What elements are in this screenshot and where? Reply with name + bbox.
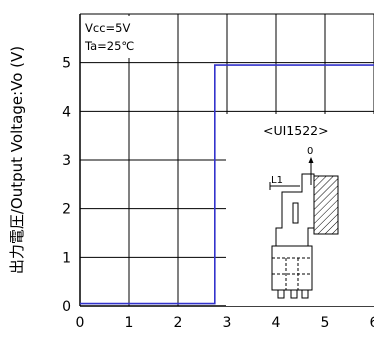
y-tick-label: 2 (62, 202, 71, 218)
series-layer (80, 64, 374, 305)
inset-dimension-label: L1 (271, 175, 283, 186)
inset-arrow-head-icon (308, 157, 314, 163)
inset-actuator (313, 175, 339, 235)
conditions-box-bg (81, 16, 175, 58)
inset-sensor-pin-2 (290, 289, 298, 299)
inset-arrow-label: 0 (307, 146, 313, 157)
inset-sensor-pin-1 (277, 289, 285, 299)
sensor-inset: <UI1522> 0 L1 (226, 114, 374, 306)
series-line (80, 64, 374, 305)
x-tick-label: 2 (174, 315, 183, 331)
y-tick-label: 1 (62, 250, 71, 266)
y-tick-label: 3 (62, 153, 71, 169)
inset-sensor-body (275, 173, 315, 247)
inset-model-label: <UI1522> (263, 123, 329, 138)
y-tick-label: 5 (62, 56, 71, 72)
y-axis-title: 出力電圧/Output Voltage:Vo (V) (8, 46, 26, 274)
inset-sensor-slot (292, 202, 299, 224)
x-tick-label: 4 (272, 315, 281, 331)
y-tick-label: 0 (62, 299, 71, 315)
x-tick-label: 0 (76, 315, 85, 331)
inset-bg (226, 114, 374, 306)
x-tick-label: 3 (223, 315, 232, 331)
tick-labels: 0 1 2 3 4 5 6 0 1 2 3 4 5 (62, 56, 374, 331)
y-tick-label: 4 (62, 104, 71, 120)
x-tick-label: 6 (370, 315, 374, 331)
inset-sensor-pin-3 (301, 289, 309, 299)
x-tick-label: 5 (321, 315, 330, 331)
x-tick-label: 1 (125, 315, 134, 331)
condition-ta: Ta=25℃ (84, 39, 134, 53)
condition-vcc: Vcc=5V (85, 21, 130, 35)
